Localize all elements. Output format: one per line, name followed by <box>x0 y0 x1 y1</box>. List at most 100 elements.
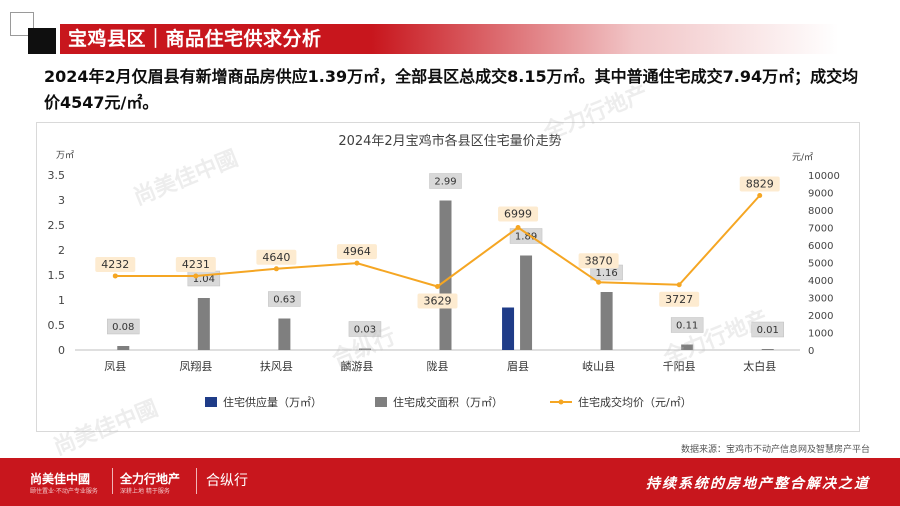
deal-area-bar <box>761 349 774 350</box>
avg-price-point <box>112 273 118 279</box>
deal-area-bar <box>600 292 613 350</box>
avg-price-label-box <box>578 253 619 269</box>
footer-brand-logo: 全力行地产 <box>120 472 181 486</box>
deal-area-label-box <box>429 173 462 189</box>
supply-bar <box>502 307 515 350</box>
deal-area-data-label: 1.04 <box>193 274 215 285</box>
corner-square-outline <box>10 12 34 36</box>
footer-slogan: 持续系统的房地产整合解决之道 <box>646 476 870 492</box>
avg-price-data-label: 3727 <box>665 293 693 306</box>
avg-price-label-box <box>256 249 297 265</box>
deal-area-data-label: 2.99 <box>434 177 456 188</box>
footer-brand-tagline: 颐住置业·不动产专业服务 <box>30 488 98 495</box>
title-bar <box>60 24 880 54</box>
legend-label-price: 住宅成交均价（元/㎡） <box>578 395 692 409</box>
avg-price-label-box <box>95 256 136 272</box>
deal-area-data-label: 1.16 <box>595 268 617 279</box>
deal-area-bar <box>358 348 371 350</box>
avg-price-point <box>757 192 763 198</box>
x-tick-label: 凤翔县 <box>179 359 212 373</box>
deal-area-bar <box>278 318 291 350</box>
avg-price-label-box <box>175 256 216 272</box>
legend-label-supply: 住宅供应量（万㎡） <box>223 395 322 409</box>
y-right-tick-label: 10000 <box>808 171 840 182</box>
avg-price-point <box>596 279 602 285</box>
deal-area-data-label: 0.63 <box>273 295 295 306</box>
avg-price-data-label: 4640 <box>262 251 290 264</box>
deal-area-data-label: 0.01 <box>757 325 779 336</box>
y-left-tick-label: 3 <box>58 194 65 207</box>
y-right-tick-label: 3000 <box>808 294 833 305</box>
y-right-tick-label: 5000 <box>808 259 833 270</box>
y-left-unit: 万㎡ <box>56 150 74 161</box>
deal-area-label-box <box>751 321 784 338</box>
avg-price-point <box>354 260 360 266</box>
y-right-tick-label: 4000 <box>808 276 833 287</box>
avg-price-data-label: 4231 <box>182 258 210 271</box>
avg-price-data-label: 8829 <box>746 177 774 190</box>
deal-area-bar <box>439 200 452 350</box>
deal-area-bar <box>197 298 210 350</box>
avg-price-data-label: 6999 <box>504 208 532 221</box>
avg-price-point <box>515 225 521 231</box>
deal-area-label-box <box>348 321 382 337</box>
y-left-tick-label: 1.5 <box>48 269 66 282</box>
deal-area-bar <box>117 346 130 350</box>
avg-price-point <box>273 266 279 272</box>
footer-brand-tagline: 深耕上地 精于服务 <box>120 488 170 495</box>
x-tick-label: 眉县 <box>507 360 529 373</box>
footer-divider <box>112 468 113 494</box>
deal-area-label-box <box>107 318 140 335</box>
legend-swatch-price-marker <box>558 399 564 405</box>
corner-square-fill <box>28 28 56 54</box>
avg-price-point <box>676 282 682 288</box>
y-right-tick-label: 9000 <box>808 189 833 200</box>
avg-price-label-box <box>498 206 539 222</box>
avg-price-data-label: 3870 <box>585 254 613 267</box>
x-tick-label: 扶风县 <box>260 359 293 373</box>
y-left-tick-label: 0.5 <box>48 319 66 332</box>
deal-area-data-label: 0.11 <box>676 321 698 332</box>
y-left-tick-label: 2 <box>58 244 65 257</box>
y-left-tick-label: 2.5 <box>48 219 66 232</box>
headline-summary: 2024年2月仅眉县有新增商品房供应1.39万㎡，全部县区总成交8.15万㎡。其… <box>44 67 859 112</box>
page-title: 宝鸡县区｜商品住宅供求分析 <box>68 28 322 50</box>
y-right-tick-label: 7000 <box>808 224 833 235</box>
footer-brand-logo: 尚美佳中國 <box>30 472 91 486</box>
legend-swatch-deal-area <box>375 397 387 407</box>
y-right-tick-label: 6000 <box>808 241 833 252</box>
x-tick-label: 麟游县 <box>340 359 373 373</box>
deal-area-data-label: 1.89 <box>515 232 537 243</box>
deal-area-data-label: 0.08 <box>112 322 134 333</box>
avg-price-label-box <box>739 176 780 192</box>
deal-area-label-box <box>268 291 301 307</box>
x-tick-label: 凤县 <box>104 360 126 373</box>
avg-price-point <box>435 283 440 289</box>
y-left-tick-label: 1 <box>58 294 65 307</box>
avg-price-data-label: 4964 <box>343 245 371 258</box>
deal-area-label-box <box>509 228 543 244</box>
avg-price-label-box <box>659 291 700 307</box>
y-right-tick-label: 8000 <box>808 206 833 217</box>
x-tick-label: 陇县 <box>427 359 449 373</box>
x-tick-label: 岐山县 <box>582 360 615 373</box>
avg-price-label-box <box>417 293 458 309</box>
y-right-unit: 元/㎡ <box>792 152 813 163</box>
deal-area-data-label: 0.03 <box>354 325 376 336</box>
avg-price-point <box>193 273 199 279</box>
y-right-tick-label: 2000 <box>808 311 833 322</box>
deal-area-bar <box>681 344 694 350</box>
legend-swatch-supply <box>205 397 217 407</box>
x-tick-label: 千阳县 <box>663 360 696 373</box>
footer-bar <box>0 458 900 506</box>
y-left-tick-label: 3.5 <box>48 169 66 182</box>
chart-title: 2024年2月宝鸡市各县区住宅量价走势 <box>338 134 562 149</box>
x-tick-label: 太白县 <box>743 359 776 373</box>
footer-brand-logo: 合纵行 <box>206 473 248 489</box>
avg-price-data-label: 4232 <box>101 258 129 271</box>
y-left-tick-label: 0 <box>58 344 65 357</box>
footer-divider <box>196 468 197 494</box>
avg-price-data-label: 3629 <box>424 294 452 307</box>
data-source-note: 数据来源：宝鸡市不动产信息网及智慧房产平台 <box>680 445 870 455</box>
